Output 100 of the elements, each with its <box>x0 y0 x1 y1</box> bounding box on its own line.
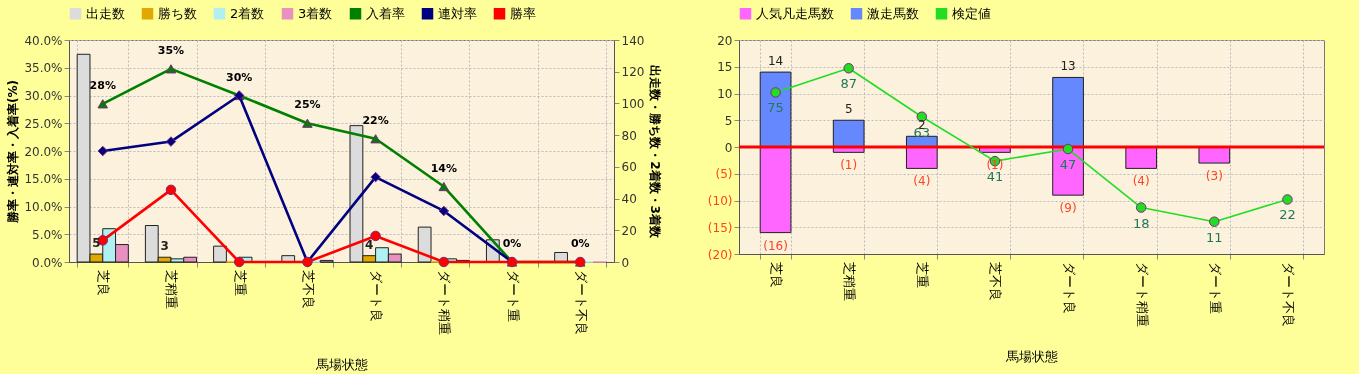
y-tick-label: 5.0% <box>32 227 63 242</box>
legend-label: 勝率 <box>510 5 536 21</box>
y-tick-label: 20 <box>717 33 733 48</box>
bar <box>759 146 792 234</box>
data-label: (4) <box>1132 174 1150 189</box>
legend-label: 3着数 <box>298 5 333 21</box>
y2-tick-label: 100 <box>621 96 645 111</box>
bar <box>213 245 227 263</box>
data-label: 35% <box>157 43 185 57</box>
data-label: 28% <box>89 78 116 92</box>
y2-axis-title: 出走数・勝ち数・2着数・3着数 <box>648 65 663 239</box>
point <box>1135 202 1147 213</box>
x-tick-label: 芝良 <box>96 269 112 296</box>
y2-tick-label: 140 <box>621 33 645 48</box>
legend-label: 2着数 <box>230 5 265 21</box>
legend-label: 検定値 <box>952 5 991 21</box>
x-tick-label: ダート不良 <box>1280 261 1296 327</box>
bar <box>417 226 432 263</box>
bar <box>1052 76 1084 148</box>
bar <box>832 119 865 148</box>
legend-label: 激走馬数 <box>867 5 919 21</box>
legend-label: 人気凡走馬数 <box>756 5 834 21</box>
point <box>438 256 450 268</box>
y-tick-label: 30.0% <box>24 89 63 103</box>
x-tick-label: ダート重 <box>505 269 521 322</box>
data-label: 75 <box>767 100 784 116</box>
data-label: 11 <box>1206 229 1223 245</box>
data-label: 22 <box>1279 207 1296 223</box>
point <box>1282 194 1293 205</box>
point <box>438 181 450 192</box>
point <box>370 171 381 183</box>
data-label: (4) <box>913 174 931 189</box>
x-tick-label: ダート不良 <box>573 269 589 335</box>
y-tick-label: 15.0% <box>24 172 63 187</box>
y2-tick-label: 120 <box>621 65 645 80</box>
point <box>302 118 313 128</box>
point <box>438 205 450 217</box>
point <box>843 63 854 74</box>
x-tick-label: 芝不良 <box>300 269 316 309</box>
y-tick-label: 15 <box>717 60 733 75</box>
x-tick-label: 芝良 <box>769 261 785 288</box>
data-label: 22% <box>362 113 389 127</box>
data-label: 18 <box>1132 215 1150 231</box>
data-label: 14 <box>767 54 784 69</box>
data-label: 14% <box>430 161 457 175</box>
y2-tick-label: 40 <box>621 192 637 207</box>
x-tick-label: 芝重 <box>232 269 248 296</box>
y-tick-label: (5) <box>715 167 733 182</box>
y-tick-label: (15) <box>707 220 733 235</box>
y-tick-label: 35.0% <box>24 61 63 76</box>
y-axis-title: 勝率・連対率・入着率(%) <box>6 80 21 224</box>
y-tick-label: 0.0% <box>32 255 63 270</box>
point <box>370 134 381 144</box>
point <box>165 64 177 74</box>
point <box>770 87 781 98</box>
data-label: 0% <box>502 237 522 250</box>
data-label: 41 <box>986 169 1004 185</box>
point <box>370 230 381 242</box>
y-tick-label: 10 <box>717 87 733 101</box>
x-tick-label: 芝稍重 <box>164 269 180 309</box>
y-tick-label: 40.0% <box>24 33 63 48</box>
y-tick-label: 25.0% <box>24 116 63 131</box>
x-tick-label: ダート重 <box>1207 261 1223 314</box>
point <box>916 111 928 122</box>
point <box>97 99 109 109</box>
data-label: 0% <box>570 237 590 250</box>
x-tick-label: 芝重 <box>915 261 931 288</box>
data-label: 47 <box>1059 157 1077 173</box>
bar <box>905 146 938 169</box>
x-tick-label: ダート良 <box>1061 261 1077 314</box>
y-tick-label: 20.0% <box>24 144 63 159</box>
data-label: (3) <box>1205 169 1223 184</box>
legend-label: 勝ち数 <box>158 5 197 21</box>
data-label: 5 <box>92 236 101 251</box>
data-label: (1) <box>840 158 858 173</box>
x-tick-label: ダート稍重 <box>1134 261 1150 327</box>
data-label: 25% <box>294 98 321 112</box>
point <box>1062 143 1074 155</box>
data-label: 13 <box>1060 59 1076 74</box>
point <box>165 136 177 147</box>
bar <box>1125 146 1158 169</box>
bar <box>759 71 792 148</box>
x-axis-title: 馬場状態 <box>1005 348 1058 364</box>
point <box>1209 216 1220 227</box>
point <box>165 184 177 196</box>
y-tick-label: 5 <box>724 113 733 128</box>
x-tick-label: ダート良 <box>369 269 385 322</box>
data-label: 30% <box>226 70 253 84</box>
y-tick-label: 0 <box>724 140 733 155</box>
legend-label: 連対率 <box>438 5 477 21</box>
y-tick-label: (20) <box>707 247 733 262</box>
y-tick-label: (10) <box>707 194 733 208</box>
y2-tick-label: 0 <box>621 255 630 270</box>
data-label: (16) <box>763 238 788 253</box>
y2-tick-label: 80 <box>621 128 637 143</box>
legend-label: 入着率 <box>366 5 405 21</box>
x-tick-label: 芝稍重 <box>842 261 858 301</box>
data-label: 4 <box>365 237 374 252</box>
point <box>97 145 109 157</box>
y2-tick-label: 20 <box>621 223 637 238</box>
